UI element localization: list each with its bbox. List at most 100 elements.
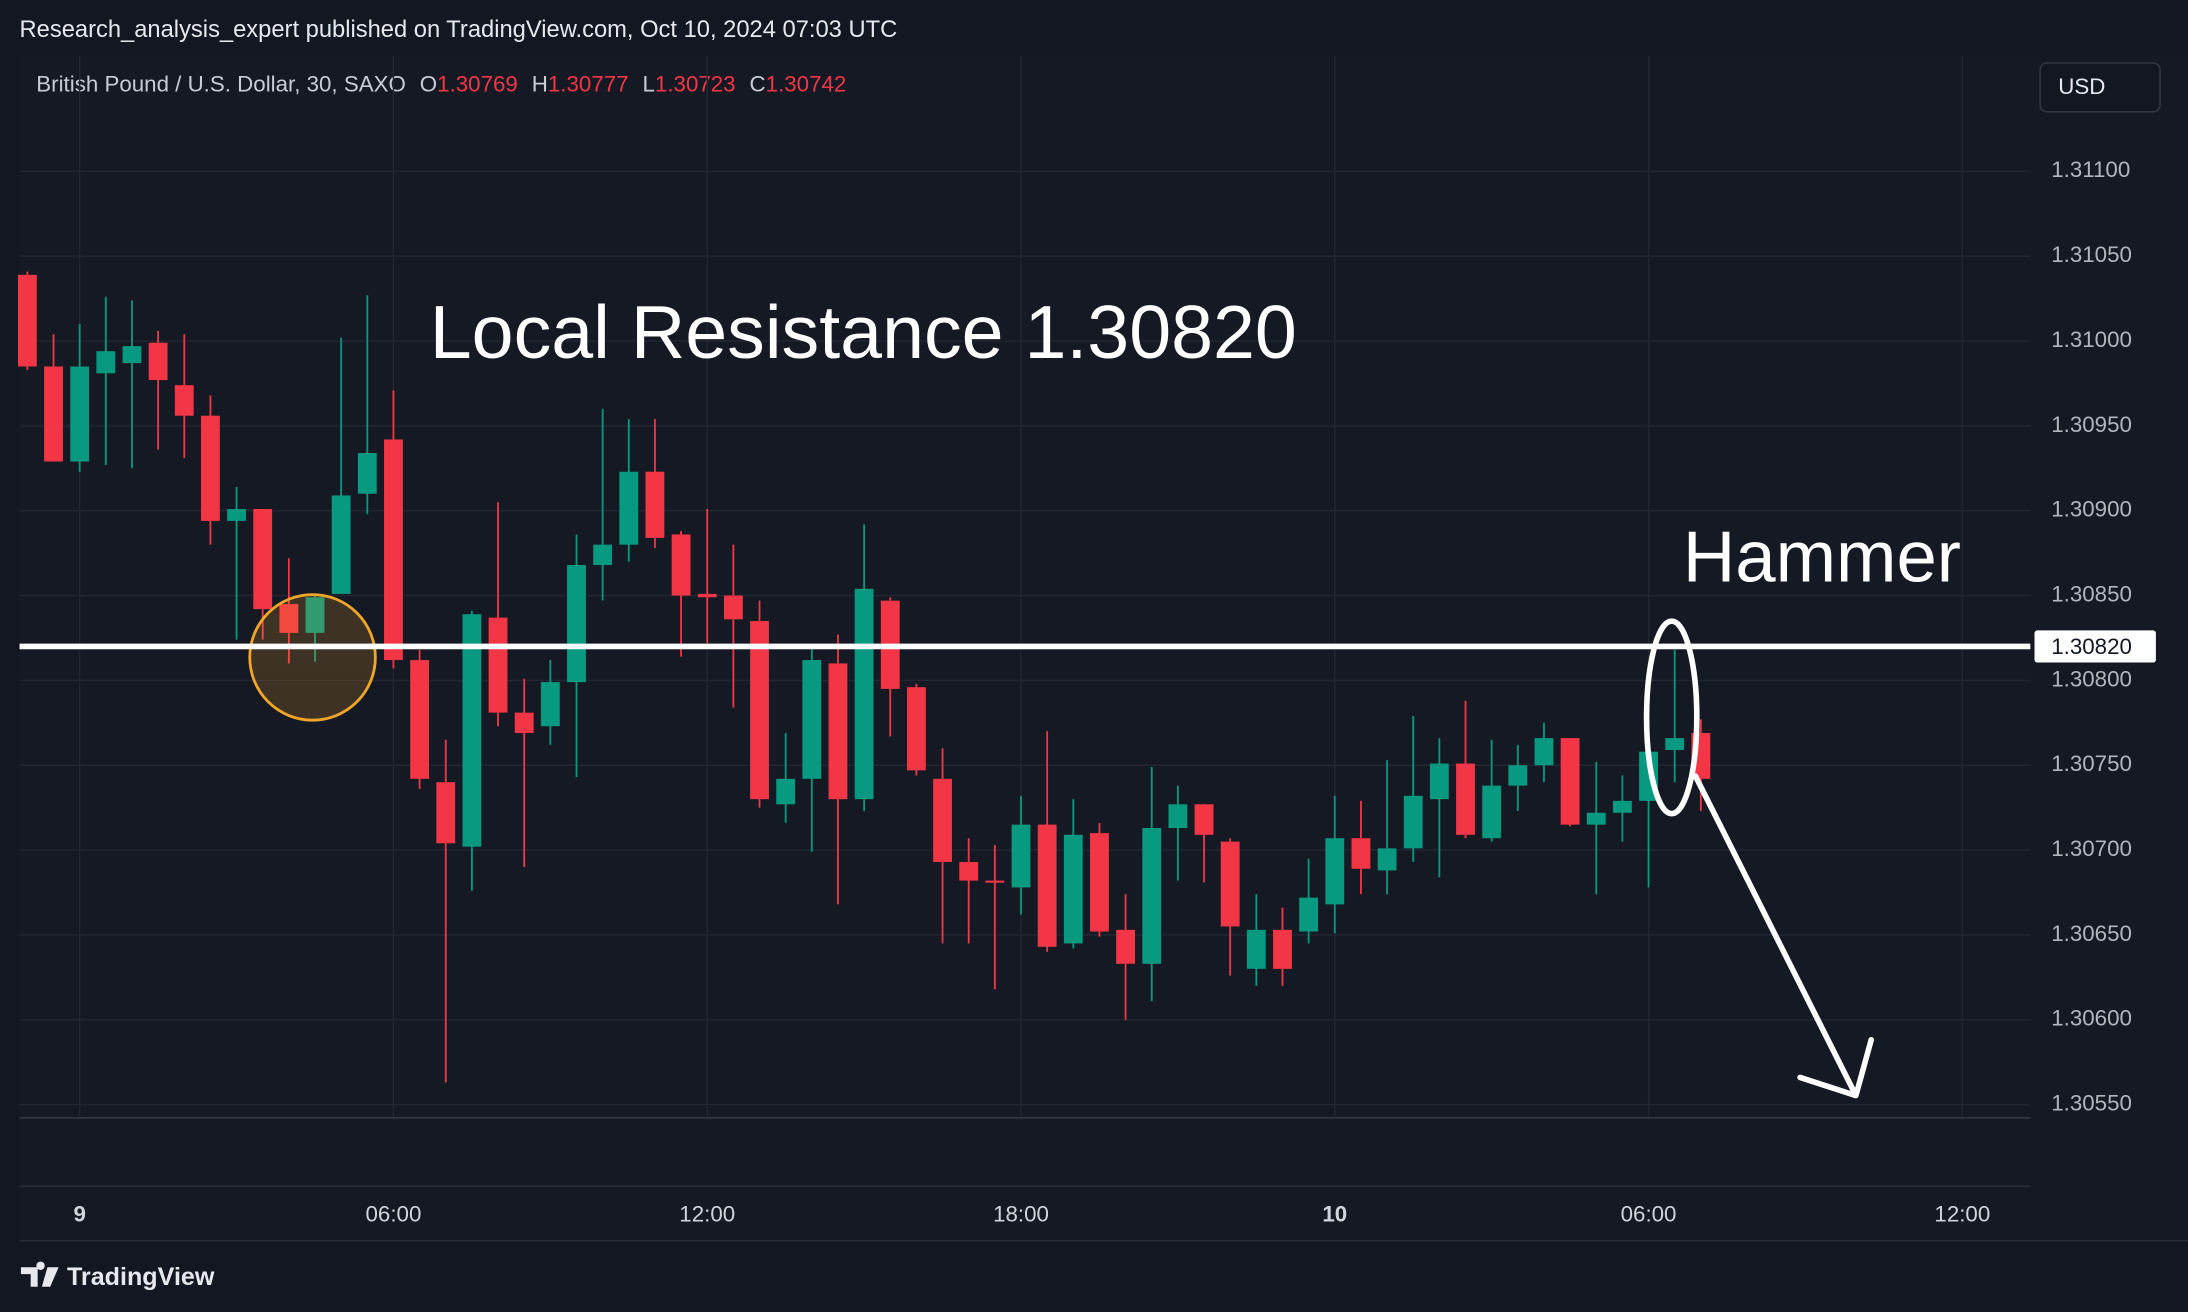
- candle-body: [1482, 785, 1502, 839]
- currency-button[interactable]: [2039, 62, 2161, 113]
- publish-line: Research_analysis_expert published on Tr…: [20, 17, 898, 43]
- candle-body: [854, 588, 874, 800]
- candle-body: [1429, 763, 1449, 800]
- ohlc-value: 1.30723: [655, 71, 736, 96]
- ohlc-key: H: [532, 71, 548, 96]
- y-tick-label: 1.30600: [2051, 1006, 2132, 1031]
- y-tick-label: 1.30900: [2051, 497, 2132, 522]
- y-tick-label: 1.30750: [2051, 751, 2132, 776]
- y-tick-label: 1.30950: [2051, 412, 2132, 437]
- x-tick-label: 10: [1322, 1201, 1347, 1226]
- candle-body: [933, 778, 952, 862]
- candle-body: [17, 274, 37, 367]
- candle-body: [488, 617, 508, 713]
- candle-body: [96, 351, 116, 374]
- candle-body: [1351, 838, 1371, 869]
- candle-body: [1377, 848, 1397, 871]
- candle-body: [357, 453, 377, 494]
- candle-body: [305, 597, 325, 633]
- candle-body: [619, 471, 639, 545]
- candle-body: [1299, 897, 1319, 932]
- candle-body: [122, 346, 142, 364]
- candle-body: [1116, 929, 1136, 964]
- candle-body: [70, 366, 90, 462]
- candle-body: [1037, 824, 1057, 947]
- candle-body: [723, 595, 743, 620]
- y-tick-label: 1.30850: [2051, 581, 2132, 606]
- candle-body: [1011, 824, 1031, 888]
- candle-body: [1534, 738, 1554, 766]
- down-arrow: [1692, 773, 1875, 1099]
- candle-body: [1456, 763, 1475, 835]
- ohlc-value: 1.30742: [766, 71, 847, 96]
- currency-label[interactable]: USD: [2058, 74, 2105, 99]
- candle-body: [1063, 834, 1083, 944]
- candle-body: [906, 687, 926, 771]
- y-tick-label: 1.31000: [2051, 327, 2132, 352]
- annotation-text: Local Resistance 1.30820: [430, 290, 1297, 374]
- y-tick-label: 1.30700: [2051, 836, 2132, 861]
- candle-body: [201, 415, 220, 521]
- resistance-label: 1.30820: [2051, 634, 2132, 659]
- ohlc-value: 1.30777: [548, 71, 629, 96]
- hammer-ellipse: [1643, 618, 1700, 817]
- candle-body: [645, 471, 665, 538]
- resistance-tag: [2034, 630, 2156, 663]
- y-tick-label: 1.31050: [2051, 242, 2132, 267]
- y-tick-label: 1.30650: [2051, 921, 2132, 946]
- ohlc-key: O: [420, 71, 437, 96]
- candle-body: [384, 439, 403, 661]
- ohlc-key: L: [643, 71, 655, 96]
- candle-body: [1586, 812, 1606, 825]
- candle-body: [279, 604, 299, 633]
- candle-body: [671, 534, 691, 596]
- ohlc-value: 1.30769: [437, 71, 518, 96]
- x-tick-label: 12:00: [1934, 1201, 1990, 1226]
- symbol-legend: British Pound / U.S. Dollar, 30, SAXO O1.…: [36, 71, 846, 96]
- candle-body: [148, 342, 168, 381]
- candle-body: [1665, 738, 1685, 750]
- candle-body: [1273, 929, 1292, 969]
- candle-body: [227, 509, 246, 521]
- brand: TradingView: [20, 1261, 215, 1291]
- annotation-text: Hammer: [1683, 517, 1961, 598]
- brand-logo: [20, 1261, 59, 1287]
- highlight-circle: [248, 593, 377, 722]
- y-tick-label: 1.30800: [2051, 666, 2132, 691]
- x-tick-label: 18:00: [993, 1201, 1049, 1226]
- candle-body: [331, 495, 351, 594]
- candle-body: [410, 660, 430, 779]
- candle-body: [593, 544, 613, 566]
- x-tick-label: 06:00: [366, 1201, 422, 1226]
- brand-name: TradingView: [67, 1263, 215, 1291]
- candle-body: [1168, 804, 1188, 829]
- grid: 1.31100 1.31050 1.31000 1.30950 1.30900 1.308…: [19, 55, 2132, 1226]
- candle-body: [1220, 841, 1240, 927]
- candle-body: [959, 861, 979, 881]
- candle-body: [253, 509, 273, 610]
- candle-body: [1325, 838, 1345, 905]
- candle-body: [750, 621, 769, 800]
- candle-body: [540, 682, 560, 727]
- candle-body: [44, 366, 63, 462]
- candle-body: [828, 663, 848, 800]
- candle-body: [1194, 804, 1214, 835]
- candle-body: [1612, 800, 1632, 813]
- candle-body: [985, 880, 1005, 883]
- candle-body: [174, 385, 194, 416]
- symbol-title: British Pound / U.S. Dollar, 30, SAXO: [36, 71, 406, 96]
- candle-body: [1560, 738, 1580, 825]
- candles: [17, 271, 1711, 1083]
- candle-body: [776, 778, 796, 805]
- candle-body: [1142, 828, 1162, 964]
- candle-body: [802, 660, 822, 779]
- candle-body: [462, 614, 482, 847]
- candle-body: [1508, 765, 1528, 786]
- candle-body: [1090, 833, 1109, 932]
- y-tick-label: 1.30550: [2051, 1090, 2132, 1115]
- y-tick-label: 1.31100: [2051, 157, 2130, 182]
- candle-body: [436, 782, 456, 844]
- candle-body: [1246, 929, 1266, 969]
